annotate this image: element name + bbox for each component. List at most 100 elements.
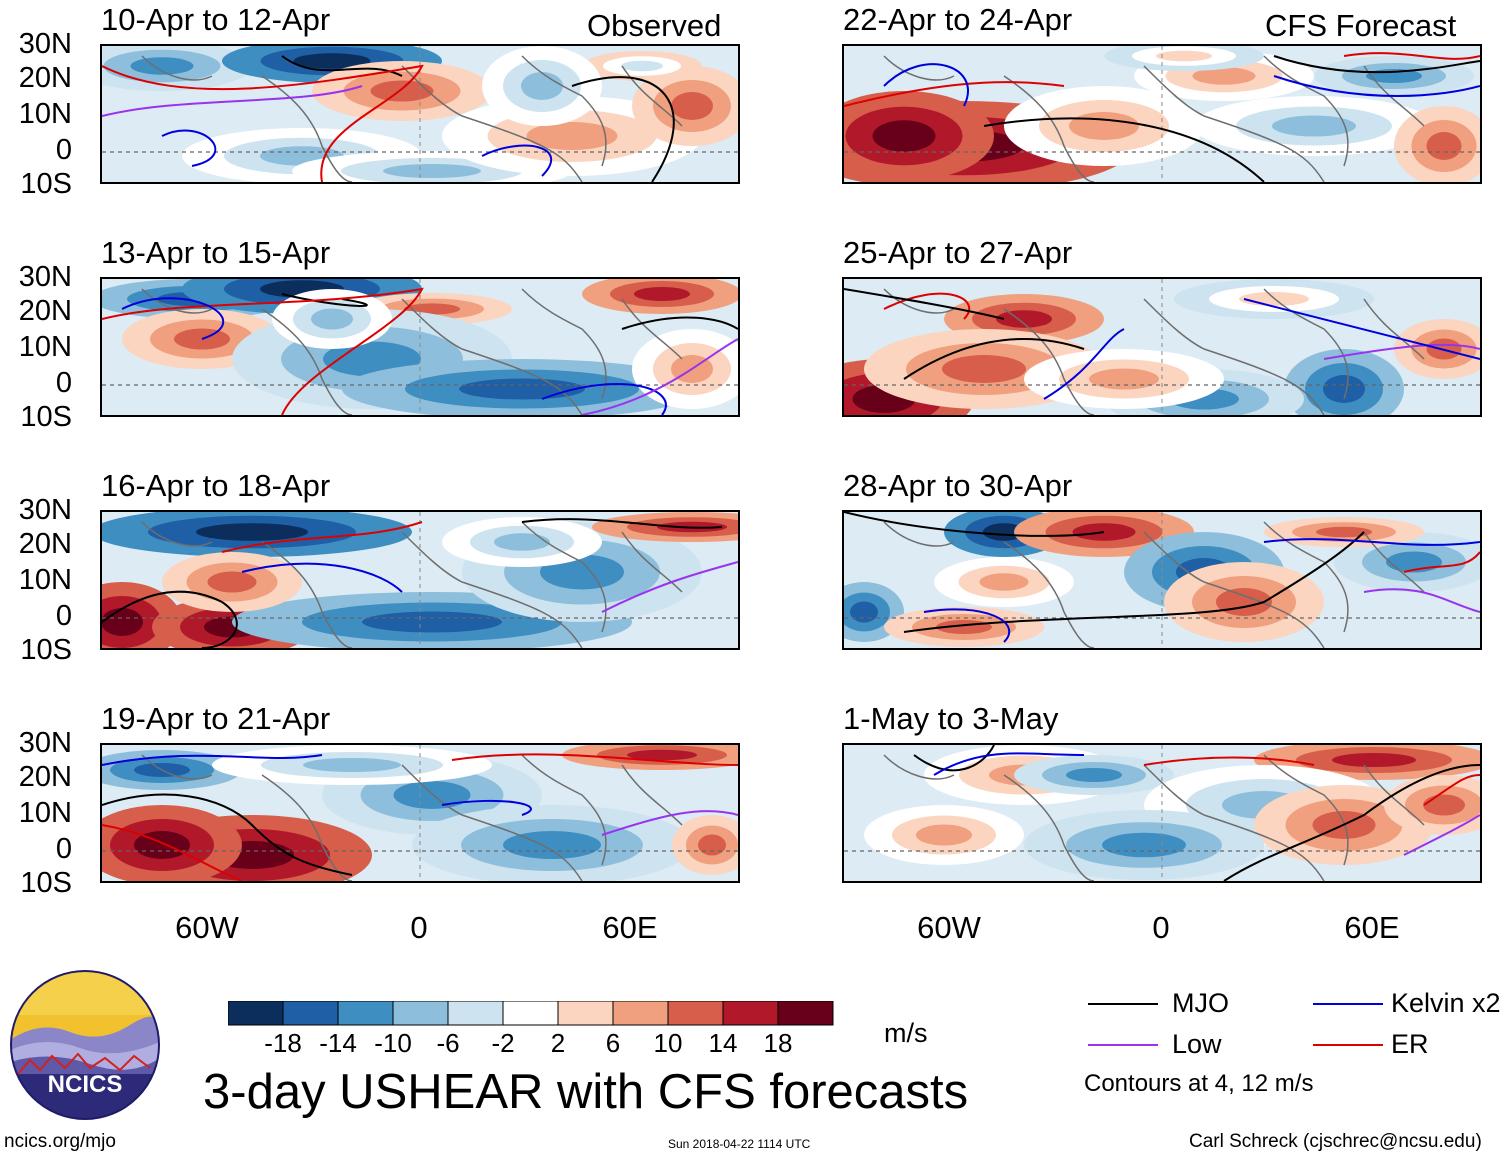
colorbar-swatch [502, 1001, 559, 1026]
colorbar-label: -2 [491, 1028, 515, 1058]
footer-timestamp: Sun 2018-04-22 1114 UTC [668, 1137, 811, 1151]
lon-label-60w-left: 60W [175, 910, 239, 945]
lat-label: 20N [18, 62, 72, 94]
contour-line [1343, 52, 1480, 60]
shear-anomaly-blob [1316, 526, 1372, 538]
shear-anomaly-blob [1332, 753, 1416, 767]
contour-line [1403, 551, 1480, 573]
lat-label: 30N [18, 28, 72, 60]
contour-line [1143, 756, 1315, 766]
colorbar-swatch [228, 1001, 284, 1026]
lon-label-0-right: 0 [1152, 910, 1170, 945]
shear-anomaly-blob [1423, 794, 1465, 816]
contour-line [451, 753, 738, 766]
shear-anomaly-blob [698, 834, 726, 856]
contour-line [933, 752, 1085, 776]
contour-line [102, 287, 424, 415]
map-field [844, 46, 1480, 182]
colorbar-swatch [612, 1001, 669, 1026]
shear-anomaly-blob [293, 53, 371, 69]
contour-line [844, 288, 1005, 320]
map-field [102, 46, 738, 182]
lat-label: 20N [18, 761, 72, 793]
lon-label-60e-left: 60E [602, 910, 658, 945]
contour-line [121, 297, 225, 340]
shear-anomaly-blob [521, 72, 563, 100]
shear-anomaly-blob [393, 781, 471, 809]
contour-line [541, 382, 667, 415]
legend-line-kelvin [1313, 1003, 1383, 1005]
coastline [883, 754, 1425, 881]
contour-line [581, 338, 738, 415]
coastline [141, 754, 683, 881]
lat-label: 10N [18, 797, 72, 829]
contour-line [883, 292, 971, 320]
contour-line [281, 293, 368, 307]
contour-line [481, 144, 552, 177]
map-panel-left-2 [100, 277, 740, 417]
shear-anomaly-blob [311, 308, 353, 330]
shear-anomaly-blob [526, 122, 618, 150]
lat-label: 10N [18, 98, 72, 130]
map-panel-right-1 [842, 44, 1482, 184]
contour-line [241, 562, 403, 593]
lat-label: 10N [18, 564, 72, 596]
contour-line [1273, 75, 1480, 97]
shear-anomaly-blob [850, 601, 878, 623]
colorbar-swatch [667, 1001, 724, 1026]
footer-author: Carl Schreck (cjschrec@ncsu.edu) [1189, 1131, 1482, 1152]
map-panel-left-1 [100, 44, 740, 184]
shear-anomaly-blob [872, 120, 936, 152]
lon-label-0-left: 0 [410, 910, 428, 945]
shear-anomaly-blob [459, 378, 585, 400]
contour-line [621, 316, 738, 330]
lat-label: 10N [18, 331, 72, 363]
contour-line [923, 608, 1011, 643]
lat-label: 10S [20, 168, 72, 200]
map-field [844, 745, 1480, 881]
map-field [102, 279, 738, 415]
contour-line [102, 85, 363, 117]
colorbar-label: -6 [436, 1028, 460, 1058]
lat-label: 30N [18, 494, 72, 526]
colorbar-swatch [722, 1001, 779, 1026]
shear-anomaly-blob [621, 60, 663, 72]
map-panel-right-2 [842, 277, 1482, 417]
contour-line [983, 117, 1265, 182]
contour-line [1263, 538, 1480, 546]
legend-line-low [1088, 1044, 1158, 1046]
contour-line [844, 512, 1105, 537]
contour-line [1223, 764, 1480, 881]
colorbar-label: -14 [319, 1028, 357, 1058]
lon-label-60w-right: 60W [917, 910, 981, 945]
panel-title-right-2: 25-Apr to 27-Apr [843, 235, 1073, 270]
shear-anomaly-blob [370, 80, 434, 102]
shear-anomaly-blob [916, 824, 972, 846]
coastline [883, 288, 1425, 415]
shear-anomaly-blob [102, 608, 143, 636]
panel-title-right-4: 1-May to 3-May [843, 701, 1059, 736]
contour-line [221, 521, 423, 553]
colorbar-label: -18 [264, 1028, 302, 1058]
map-field [844, 279, 1480, 415]
colorbar-swatch [447, 1001, 504, 1026]
shear-anomaly-blob [1426, 132, 1462, 160]
colorbar-swatch [392, 1001, 449, 1026]
contour-line [1363, 588, 1480, 613]
legend-label-er: ER [1391, 1029, 1429, 1059]
footer-url[interactable]: ncics.org/mjo [4, 1131, 116, 1152]
shear-anomaly-blob [494, 533, 550, 551]
shear-anomaly-blob [1066, 768, 1122, 782]
lat-label: 20N [18, 295, 72, 327]
legend-label-low: Low [1172, 1029, 1222, 1059]
shear-anomaly-blob [207, 571, 257, 593]
contour-line [1243, 298, 1480, 360]
ncics-logo: NCICS [10, 970, 160, 1120]
shear-anomaly-blob [996, 310, 1052, 328]
ncics-logo-text: NCICS [48, 1071, 123, 1098]
shear-anomaly-blob [942, 355, 1026, 383]
shear-anomaly-blob [1272, 115, 1356, 137]
colorbar-swatch [557, 1001, 614, 1026]
contour-line [903, 338, 1085, 380]
shear-anomaly-blob [627, 749, 697, 761]
